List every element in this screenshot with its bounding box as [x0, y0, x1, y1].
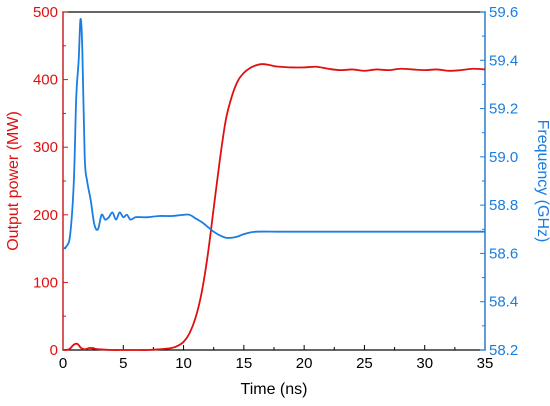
right-tick-label: 58.2 — [489, 342, 518, 359]
right-y-axis-title: Frequency (GHz) — [534, 120, 550, 243]
left-y-axis: 0 100 200 300 400 500 — [33, 4, 68, 359]
x-tick-label: 0 — [59, 355, 67, 372]
series-group — [62, 18, 486, 351]
right-tick-label: 58.4 — [489, 294, 518, 311]
left-y-axis-title: Output power (MW) — [5, 111, 22, 251]
x-axis: 0 5 10 15 20 25 30 35 — [59, 345, 494, 372]
right-tick-label: 58.8 — [489, 197, 518, 214]
right-y-axis: 58.2 58.4 58.6 58.8 59.0 59.2 59.4 59.6 — [480, 4, 518, 359]
x-tick-label: 10 — [175, 355, 192, 372]
left-tick-label: 200 — [33, 207, 58, 224]
x-tick-label: 25 — [356, 355, 373, 372]
x-tick-label: 5 — [119, 355, 127, 372]
right-tick-label: 59.2 — [489, 101, 518, 118]
left-tick-label: 0 — [50, 342, 58, 359]
output-power-line — [62, 63, 486, 351]
x-tick-label: 35 — [477, 355, 494, 372]
left-tick-label: 300 — [33, 139, 58, 156]
left-tick-label: 500 — [33, 4, 58, 21]
x-tick-label: 20 — [296, 355, 313, 372]
left-tick-label: 400 — [33, 72, 58, 89]
x-axis-title: Time (ns) — [241, 381, 308, 398]
right-tick-label: 58.6 — [489, 245, 518, 262]
right-tick-label: 59.0 — [489, 149, 518, 166]
right-tick-label: 59.6 — [489, 4, 518, 21]
right-tick-label: 59.4 — [489, 52, 518, 69]
left-tick-label: 100 — [33, 274, 58, 291]
x-tick-label: 15 — [236, 355, 253, 372]
x-tick-label: 30 — [416, 355, 433, 372]
plot-frame — [62, 11, 486, 351]
frequency-line — [62, 18, 485, 250]
